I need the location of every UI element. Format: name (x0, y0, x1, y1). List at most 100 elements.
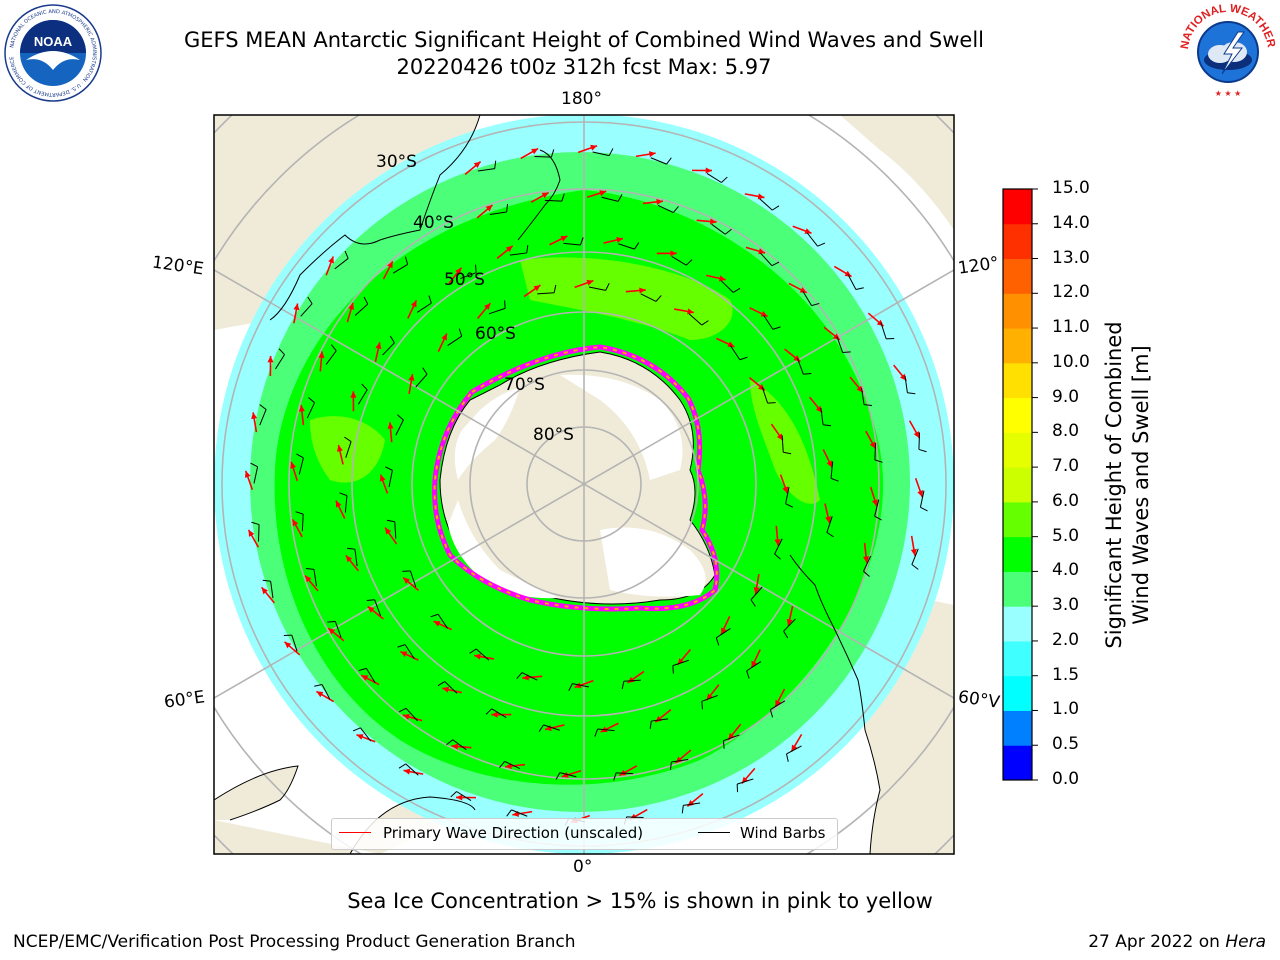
wind-barb (491, 708, 507, 719)
wave-arrow-head (757, 193, 765, 200)
wave-arrow-head (910, 548, 917, 556)
wind-barb-flag (826, 532, 834, 538)
wind-barb (300, 303, 313, 317)
wind-barb-flag (855, 287, 864, 290)
wind-barb-flag (327, 620, 336, 623)
wind-barb-flag (366, 599, 375, 602)
wind-barb-flag (920, 506, 928, 512)
wind-barb (746, 661, 762, 672)
wind-barb (588, 286, 606, 291)
wave-arrow-head (305, 575, 312, 583)
wind-barb (543, 724, 560, 731)
wind-barb-flag (296, 453, 304, 459)
colorbar-segment (1003, 432, 1032, 468)
wind-barb (409, 570, 417, 588)
noaa-logo: NOAA NATIONAL OCEANIC AND ATMOSPHERIC AD… (4, 4, 102, 102)
wind-barb (395, 419, 404, 436)
wind-barb (640, 293, 657, 302)
wind-barb-flag (721, 176, 728, 183)
chart-subtitle: 20220426 t00z 312h fcst Max: 5.97 (396, 55, 772, 79)
wind-barb-flag (346, 547, 356, 550)
wind-barb (616, 772, 634, 775)
wind-barb-flag (724, 228, 732, 235)
wind-barb-flag (308, 397, 315, 404)
wind-barb (504, 760, 521, 770)
wind-barb-flag (774, 553, 781, 560)
wind-barb (826, 516, 833, 533)
wind-barb (862, 555, 872, 572)
wind-barb (711, 223, 726, 235)
wind-barb-flag (634, 242, 640, 250)
colorbar-segment (1003, 710, 1032, 746)
wave-arrow-head (599, 190, 607, 197)
wave-arrow-head (387, 422, 394, 429)
wind-barb (874, 442, 877, 460)
wind-barb (365, 668, 376, 684)
wind-barb-flag (822, 424, 832, 427)
wind-barb-flag (842, 351, 851, 354)
wind-barb-flag (538, 724, 544, 732)
map-frame (213, 114, 955, 855)
wind-barb-flag (772, 205, 780, 211)
wave-arrow-head (869, 441, 876, 449)
ice-shelf-west (454, 388, 520, 480)
wind-barb (820, 407, 824, 425)
wind-barb (836, 336, 844, 353)
colorbar-tick-label: 5.0 (1052, 525, 1080, 546)
wave-arrow-head (290, 461, 297, 469)
colorbar-segment (1003, 501, 1032, 538)
wave-arrow-head (474, 653, 481, 660)
wind-barb (291, 634, 298, 652)
legend-barb-swatch (698, 832, 730, 833)
wave-arrow-head (648, 151, 656, 158)
wind-barb-flag (722, 740, 725, 749)
wind-barb-flag (594, 728, 599, 737)
wind-barb-flag (446, 739, 454, 746)
wave-arrow-head (753, 587, 760, 594)
wave-arrow-head (298, 405, 305, 412)
colorbar-tick-label: 1.5 (1052, 664, 1080, 685)
lat-label-60s: 60°S (475, 324, 516, 344)
legend-wave-label: Primary Wave Direction (unscaled) (383, 824, 644, 842)
wind-barb (651, 718, 669, 722)
colorbar-segment (1003, 362, 1032, 399)
wind-barb-flag (830, 477, 839, 482)
wind-barb-flag (613, 772, 617, 781)
wind-barb-flag (681, 805, 684, 814)
wind-barb (592, 151, 610, 157)
wind-barb (770, 700, 786, 711)
wind-barb-flag (655, 295, 662, 302)
wind-barb (650, 157, 667, 165)
wave-arrow-head (403, 768, 411, 775)
wind-barb (298, 457, 304, 475)
wind-barb-flag (344, 250, 349, 259)
wind-barb (382, 342, 395, 356)
wind-barb-flag (701, 701, 704, 710)
wave-arrow-head (871, 499, 878, 507)
wave-arrow-head (776, 433, 783, 441)
wind-barb (597, 728, 615, 732)
wind-barb (509, 252, 527, 256)
colorbar-tick-label: 13.0 (1052, 247, 1090, 268)
sea-ice-note: Sea Ice Concentration > 15% is shown in … (347, 889, 933, 913)
wind-barb-flag (750, 599, 756, 607)
wave-arrow-head (656, 198, 663, 205)
wind-barb (477, 168, 495, 172)
wind-barb-flag (739, 356, 748, 361)
wave-arrow-head (522, 674, 529, 681)
wind-barb-flag (339, 492, 348, 497)
wave-arrow-head (705, 167, 713, 174)
wind-barb-flag (608, 148, 614, 156)
wind-barb (444, 681, 458, 694)
wind-barb (786, 745, 802, 755)
wave-arrow-head (541, 192, 549, 199)
wind-barb (874, 499, 880, 517)
wave-arrow-head (718, 275, 726, 282)
wind-barb-flag (874, 459, 883, 463)
wave-arrow-head (345, 555, 353, 563)
ice-shelf-weddell (600, 527, 706, 597)
wind-barb (437, 613, 448, 629)
wave-arrow-head (505, 763, 512, 770)
wind-barb-flag (398, 707, 407, 713)
land-indonesia (840, 115, 954, 230)
